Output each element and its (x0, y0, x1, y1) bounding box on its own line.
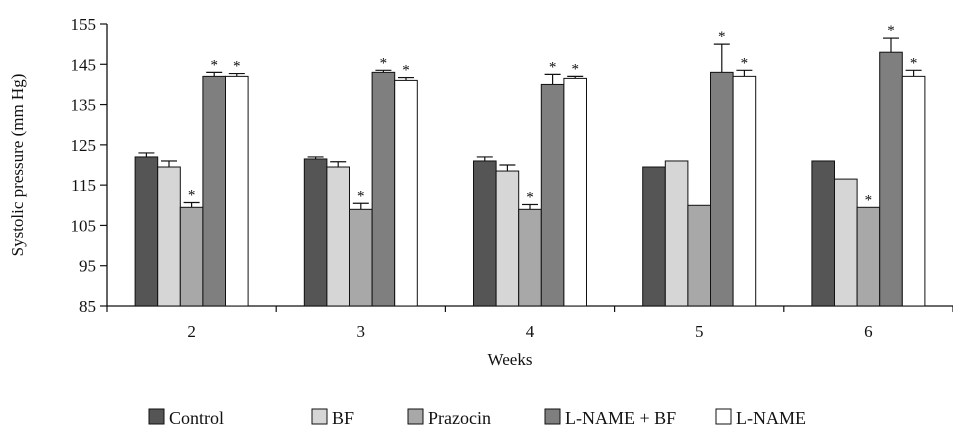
legend-swatch (148, 408, 165, 425)
legend-label: Prazocin (428, 408, 491, 428)
bar-control-week-5 (642, 166, 666, 307)
significance-marker: * (549, 59, 557, 75)
y-tick-label: 85 (79, 297, 96, 316)
bar-bf-week-5 (664, 160, 689, 307)
y-tick-label: 135 (71, 96, 97, 115)
significance-marker: * (571, 61, 579, 77)
legend-label: L-NAME + BF (565, 408, 676, 428)
significance-marker: * (402, 63, 410, 79)
legend-swatch (407, 408, 424, 425)
bar-bf-week-3 (326, 166, 350, 307)
bar-prazocin-week-3 (349, 208, 373, 307)
bar-l-name-week-6 (901, 75, 926, 307)
significance-marker: * (380, 55, 388, 71)
bar-control-week-4 (473, 160, 497, 307)
x-tick-label: 5 (695, 322, 704, 341)
significance-marker: * (718, 29, 726, 45)
bar-l-name-bf-week-4 (540, 83, 565, 307)
x-tick-label: 4 (526, 322, 535, 341)
significance-marker: * (887, 23, 895, 39)
significance-marker: * (357, 188, 365, 204)
significance-marker: * (910, 55, 918, 71)
bar-bf-week-4 (495, 170, 520, 307)
y-tick-label: 115 (71, 176, 96, 195)
y-tick-label: 155 (71, 15, 97, 34)
bar-prazocin-week-2 (179, 206, 204, 307)
legend-swatch (715, 408, 732, 425)
bar-prazocin-week-5 (687, 204, 712, 307)
significance-marker: * (865, 192, 873, 208)
significance-marker: * (233, 59, 241, 75)
x-tick-label: 3 (357, 322, 366, 341)
significance-marker: * (741, 55, 749, 71)
bar-l-name-bf-week-2 (202, 75, 226, 307)
bar-l-name-bf-week-5 (710, 71, 734, 307)
legend-label: L-NAME (736, 408, 806, 428)
bar-control-week-3 (303, 158, 328, 307)
bar-l-name-week-2 (225, 75, 249, 307)
significance-marker: * (526, 189, 534, 205)
bar-l-name-week-3 (394, 79, 418, 307)
legend-label: Control (169, 408, 224, 428)
legend: Control BF Prazocin L-NAME + BF L-NAME (148, 408, 806, 428)
significance-marker: * (210, 57, 218, 73)
legend-swatch (544, 408, 561, 425)
bar-l-name-bf-week-3 (371, 71, 396, 307)
bar-bf-week-6 (834, 178, 858, 307)
x-tick-label: 2 (187, 322, 196, 341)
bar-control-week-6 (811, 160, 836, 307)
bar-prazocin-week-4 (518, 208, 542, 307)
y-tick-label: 105 (71, 216, 97, 235)
significance-marker: * (188, 187, 196, 203)
y-axis-title: Systolic pressure (mm Hg) (8, 74, 27, 257)
bar-l-name-week-5 (732, 75, 757, 307)
bar-control-week-2 (134, 156, 159, 307)
x-tick-label: 6 (864, 322, 873, 341)
bar-l-name-week-4 (563, 77, 588, 307)
y-tick-label: 145 (71, 55, 97, 74)
bar-l-name-bf-week-6 (879, 51, 903, 307)
legend-swatch (311, 408, 328, 425)
y-tick-label: 95 (79, 257, 96, 276)
bar-prazocin-week-6 (856, 206, 881, 307)
y-tick-label: 125 (71, 136, 97, 155)
legend-label: BF (332, 408, 354, 428)
x-axis-title: Weeks (488, 350, 533, 369)
bar-bf-week-2 (157, 166, 181, 307)
bars: * * * * * * * * * * * * * * (134, 23, 926, 307)
axes: 85 95 105 115 125 135 145 155 Weeks Systolic pres… (8, 15, 953, 369)
